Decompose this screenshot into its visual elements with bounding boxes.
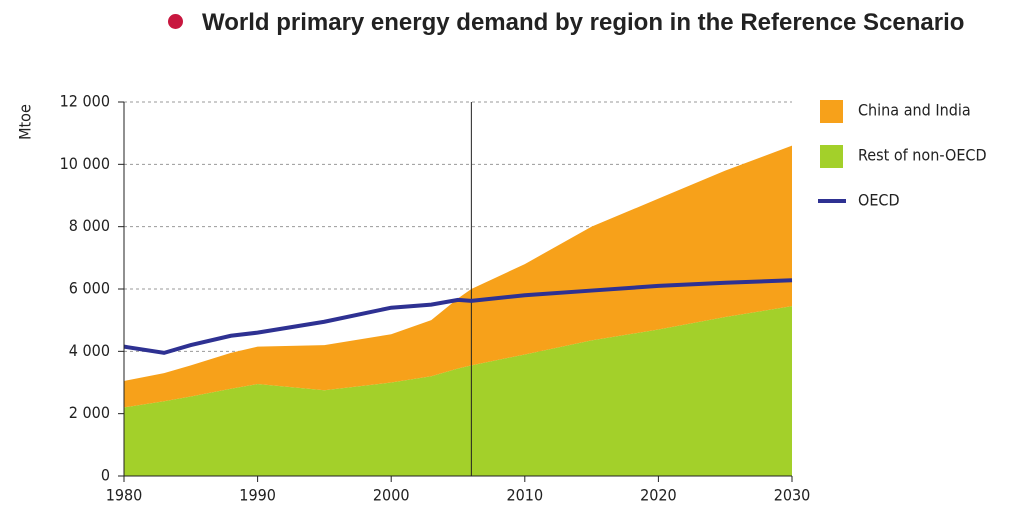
x-tick-label: 2020 [640, 486, 677, 505]
legend-swatch [820, 100, 843, 123]
legend-label: China and India [858, 101, 971, 120]
legend-label: OECD [858, 191, 900, 210]
y-tick-label: 12 000 [60, 92, 110, 111]
x-tick-label: 2010 [506, 486, 543, 505]
legend-swatch [820, 145, 843, 168]
legend-label: Rest of non-OECD [858, 146, 987, 165]
y-tick-label: 2 000 [69, 403, 110, 422]
y-tick-label: 10 000 [60, 154, 110, 173]
x-tick-label: 2000 [373, 486, 410, 505]
line [123, 278, 793, 355]
area [124, 306, 792, 476]
y-tick-label: 8 000 [69, 216, 110, 235]
x-tick-label: 1990 [239, 486, 276, 505]
y-tick-label: 6 000 [69, 279, 110, 298]
y-axis-label: Mtoe [16, 104, 35, 140]
y-tick-label: 0 [101, 466, 110, 485]
area [124, 145, 792, 408]
x-tick-label: 1980 [106, 486, 143, 505]
title-bullet [168, 14, 183, 29]
chart-title: World primary energy demand by region in… [202, 9, 965, 36]
y-tick-label: 4 000 [69, 341, 110, 360]
x-tick-label: 2030 [774, 486, 811, 505]
